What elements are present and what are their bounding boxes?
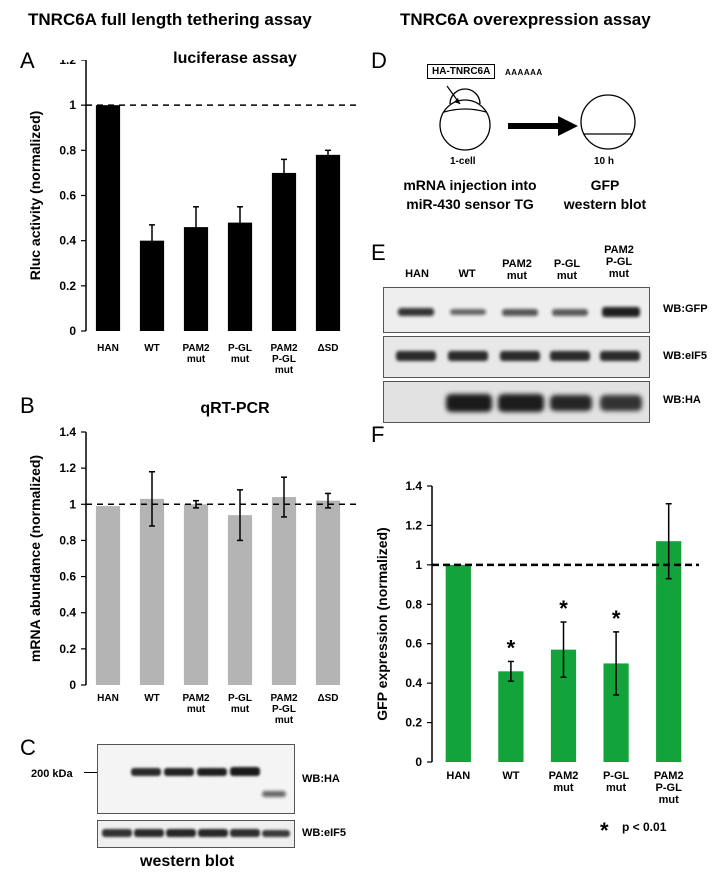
x-tick-label: PAM2 P-GL mut [270,343,297,376]
blot-e-eif5-label: WB:eIF5 [663,350,707,362]
x-tick-label: PAM2 P-GL mut [270,693,297,726]
chart-b-qrtpcr: 0 0.2 0.4 0.6 0.8 1 1.2 1.4 mRNA abundance (norm… [27,425,358,726]
significance-star: * [559,596,568,621]
y-tick-label: 0.8 [59,143,76,157]
diagram-caption-injection: mRNA injection into miR-430 sensor TG [403,177,537,212]
y-tick-label: 0 [69,324,76,338]
lane-label: HAN [405,268,429,280]
blot-c-ha [97,744,295,814]
panel-label-f: F [371,422,385,447]
chart-b-title: qRT-PCR [200,400,270,417]
blot-e-eif5 [383,336,650,378]
polya-tail: AAAAAA [505,68,543,77]
bar [95,105,121,331]
stage-10h: 10 h [594,156,615,167]
x-tick-label: PAM2 P-GL mut [654,770,684,806]
bar [139,498,165,685]
diagram-caption-detection: GFP western blot [563,177,647,212]
chart-a-luciferase: 0 0.2 0.4 0.6 0.8 1 1.2 Rluc activity (normaliz… [27,60,358,376]
panel-label-e: E [371,240,386,265]
bar [227,222,253,331]
y-tick-label: 1.4 [405,479,422,493]
blot-c-caption: western blot [140,853,235,870]
panel-label-b: B [20,393,35,418]
stage-1cell: 1-cell [450,156,476,167]
blot-e-ha [383,381,650,423]
significance-star: * [612,606,621,631]
x-tick-label: P-GL mut [603,770,630,794]
significance-star-legend: * [600,818,609,843]
blot-e-gfp [383,287,650,333]
marker-200kda: 200 kDa [31,768,73,780]
y-tick-label: 0.2 [59,279,76,293]
significance-note: p < 0.01 [622,820,667,834]
x-tick-label: HAN [97,343,119,354]
y-tick-label: 0.8 [59,533,76,547]
y-axis-label: mRNA abundance (normalized) [27,455,43,662]
x-tick-label: PAM2 mut [182,343,209,365]
y-tick-label: 0.8 [405,597,422,611]
x-tick-label: WT [144,343,160,354]
blot-c-ha-label: WB:HA [302,773,340,785]
y-tick-label: 0.6 [59,189,76,203]
marker-tick [84,772,98,773]
lane-label: PAM2 mut [502,258,532,282]
y-tick-label: 0.2 [405,716,422,730]
y-tick-label: 0.4 [59,606,76,620]
blot-e-ha-label: WB:HA [663,394,701,406]
construct-box: HA-TNRC6A [427,64,496,79]
y-tick-label: 0.4 [59,234,76,248]
y-tick-label: 1.4 [59,425,76,439]
y-tick-label: 1.2 [59,461,76,475]
x-tick-label: P-GL mut [228,693,252,715]
bar [95,506,121,685]
bar [271,172,297,331]
lane-label: PAM2 P-GL mut [604,244,634,280]
chart-f-gfp: 0 0.2 0.4 0.6 0.8 1 1.2 1.4 GFP expression (norm… [374,479,699,806]
bar [445,564,471,762]
y-tick-label: 0.2 [59,642,76,656]
significance-star: * [507,635,516,660]
y-tick-label: 1 [69,497,76,511]
y-tick-label: 0.4 [405,676,422,690]
y-tick-label: 1 [415,558,422,572]
y-tick-label: 0.6 [59,570,76,584]
x-tick-label: PAM2 mut [182,693,209,715]
right-header: TNRC6A overexpression assay [400,10,651,29]
injection-diagram [439,85,636,151]
x-tick-label: P-GL mut [228,343,252,365]
y-axis-label: Rluc activity (normalized) [27,111,43,281]
panel-label-c: C [20,735,36,760]
bar [271,497,297,685]
x-tick-label: HAN [97,693,119,704]
bar [315,500,341,685]
lane-label: P-GL mut [553,258,581,282]
y-tick-label: 1.2 [59,60,76,67]
chart-a-title: luciferase assay [173,50,297,67]
x-tick-label: HAN [446,770,470,782]
y-tick-label: 0 [415,755,422,769]
bar [498,671,524,762]
bar [183,504,209,685]
panel-label-a: A [20,48,35,73]
y-axis-label: GFP expression (normalized) [374,527,390,720]
panel-label-d: D [371,48,387,73]
blot-c-eif5-label: WB:eIF5 [302,827,346,839]
left-header: TNRC6A full length tethering assay [28,10,312,29]
blot-c-eif5 [97,820,295,848]
y-tick-label: 0 [69,678,76,692]
x-tick-label: WT [144,693,160,704]
y-tick-label: 1 [69,98,76,112]
x-tick-label: ΔSD [317,693,338,704]
bar [315,154,341,331]
lane-label: WT [458,268,476,280]
x-tick-label: WT [502,770,519,782]
y-tick-label: 0.6 [405,637,422,651]
x-tick-label: PAM2 mut [549,770,579,794]
blot-e-gfp-label: WB:GFP [663,303,708,315]
bar [227,515,253,685]
x-tick-label: ΔSD [317,343,338,354]
y-tick-label: 1.2 [405,518,422,532]
